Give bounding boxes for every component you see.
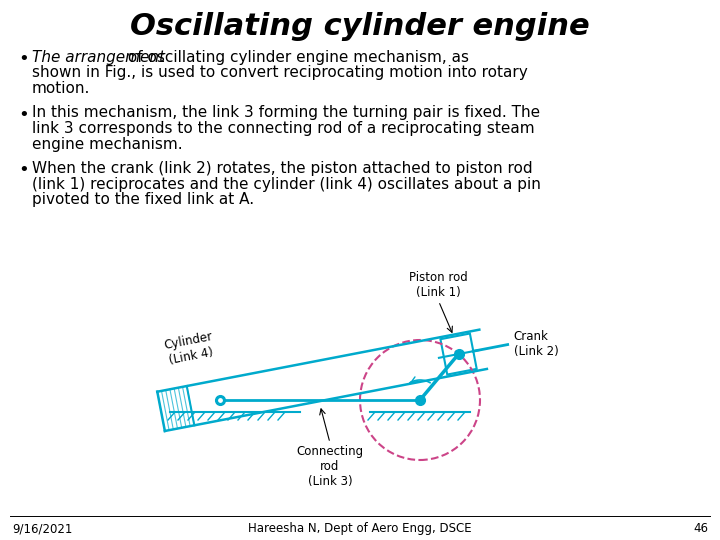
Text: engine mechanism.: engine mechanism. [32,137,183,152]
Text: •: • [18,161,29,179]
Text: Hareesha N, Dept of Aero Engg, DSCE: Hareesha N, Dept of Aero Engg, DSCE [248,522,472,535]
Text: Crank
(Link 2): Crank (Link 2) [513,330,558,358]
Text: Cylinder
(Link 4): Cylinder (Link 4) [163,330,217,367]
Text: link 3 corresponds to the connecting rod of a reciprocating steam: link 3 corresponds to the connecting rod… [32,121,535,136]
Text: of oscillating cylinder engine mechanism, as: of oscillating cylinder engine mechanism… [123,50,469,65]
Text: •: • [18,105,29,124]
Text: In this mechanism, the link 3 forming the turning pair is fixed. The: In this mechanism, the link 3 forming th… [32,105,540,120]
Text: shown in Fig., is used to convert reciprocating motion into rotary: shown in Fig., is used to convert recipr… [32,65,528,80]
Text: Piston rod
(Link 1): Piston rod (Link 1) [409,271,468,299]
Text: •: • [18,50,29,68]
Polygon shape [441,334,477,375]
Text: Oscillating cylinder engine: Oscillating cylinder engine [130,12,590,41]
Text: 9/16/2021: 9/16/2021 [12,522,73,535]
Text: Connecting
rod
(Link 3): Connecting rod (Link 3) [297,445,364,488]
Text: motion.: motion. [32,81,91,96]
Text: The arrangement: The arrangement [32,50,165,65]
Text: When the crank (link 2) rotates, the piston attached to piston rod: When the crank (link 2) rotates, the pis… [32,161,533,176]
Text: pivoted to the fixed link at A.: pivoted to the fixed link at A. [32,192,254,207]
Text: 46: 46 [693,522,708,535]
Text: (link 1) reciprocates and the cylinder (link 4) oscillates about a pin: (link 1) reciprocates and the cylinder (… [32,177,541,192]
